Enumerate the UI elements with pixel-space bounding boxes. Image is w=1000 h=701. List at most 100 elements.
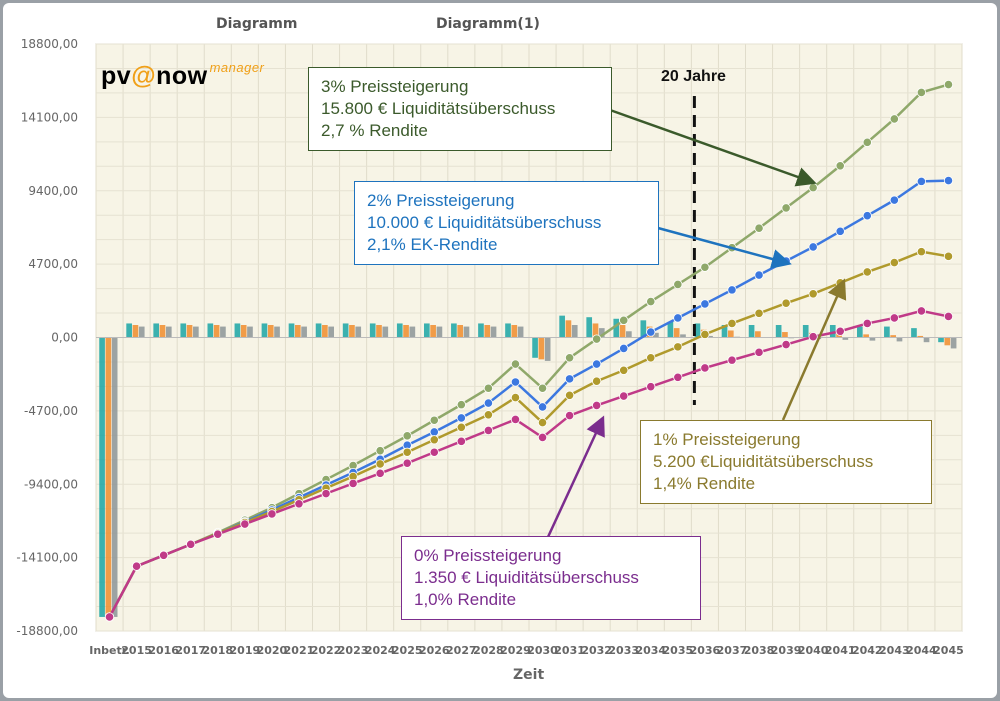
bar <box>99 337 105 617</box>
bar <box>159 325 166 338</box>
bar <box>680 334 686 338</box>
data-point <box>835 326 845 336</box>
data-point <box>213 529 223 539</box>
x-tick-label: 2036 <box>690 644 721 657</box>
data-point <box>429 415 439 425</box>
bar <box>923 337 930 343</box>
x-tick-label: 2023 <box>338 644 369 657</box>
data-point <box>673 372 683 382</box>
annotation-line: 15.800 € Liquiditätsüberschuss <box>321 99 556 118</box>
data-point <box>781 298 791 308</box>
data-point <box>808 289 818 299</box>
x-tick-label: 2015 <box>121 644 152 657</box>
data-point <box>456 400 466 410</box>
y-tick-label: 14100,00 <box>21 110 78 124</box>
annotation-line: 0% Preissteigerung <box>414 546 562 565</box>
data-point <box>916 306 927 316</box>
bar <box>802 325 809 338</box>
bar <box>369 323 376 338</box>
data-point <box>592 359 602 369</box>
tab-diagramm-1[interactable]: Diagramm(1) <box>436 16 540 32</box>
data-point <box>240 519 250 529</box>
annotation-3-percent: 3% Preissteigerung 15.800 € Liquiditätsü… <box>308 67 612 151</box>
bar <box>376 325 382 338</box>
data-point <box>673 279 683 290</box>
bar <box>403 325 409 338</box>
bar <box>505 323 511 338</box>
bar <box>917 335 924 338</box>
data-point <box>673 313 683 323</box>
bar <box>565 320 572 338</box>
bar <box>538 337 545 360</box>
bar <box>856 326 863 338</box>
data-point <box>916 87 927 97</box>
bar <box>267 325 274 338</box>
series-line <box>108 250 949 618</box>
annotation-line: 2,7 % Rendite <box>321 121 428 140</box>
data-point <box>483 425 494 435</box>
x-tick-label: 2041 <box>825 644 856 657</box>
data-point <box>646 382 656 392</box>
bar <box>396 323 403 338</box>
data-point <box>889 114 899 124</box>
bar <box>890 335 897 338</box>
data-point <box>564 390 575 400</box>
x-tick-label: 2038 <box>744 644 775 657</box>
bar <box>626 331 632 338</box>
bar <box>748 325 755 338</box>
bar <box>294 325 301 338</box>
data-point <box>646 327 656 337</box>
pvnow-logo: pv@now manager <box>101 60 265 90</box>
y-tick-label: -18800,00 <box>16 624 78 638</box>
bar <box>463 326 470 338</box>
data-point <box>267 509 277 519</box>
data-point <box>456 436 466 446</box>
x-tick-label: 2045 <box>933 644 964 657</box>
data-point <box>754 270 764 280</box>
bar <box>598 328 605 338</box>
tab-diagramm[interactable]: Diagramm <box>216 16 298 32</box>
bar <box>301 326 307 338</box>
annotation-line: 3% Preissteigerung <box>321 77 469 96</box>
data-point <box>781 203 791 213</box>
bar <box>165 326 172 338</box>
y-tick-label: 18800,00 <box>21 37 78 51</box>
data-point <box>186 539 196 549</box>
data-point <box>754 308 764 318</box>
data-point <box>700 299 710 309</box>
bar <box>193 326 199 338</box>
data-point <box>483 410 494 420</box>
data-point <box>375 468 385 478</box>
data-point <box>700 329 710 339</box>
bar <box>755 331 761 338</box>
data-point <box>619 315 629 325</box>
bar <box>111 337 118 617</box>
data-point <box>619 365 629 375</box>
data-point <box>673 342 683 352</box>
data-point <box>835 161 845 171</box>
bar <box>694 323 701 338</box>
data-point <box>510 377 521 387</box>
data-point <box>564 353 575 363</box>
x-tick-label: 2032 <box>581 644 612 657</box>
bar <box>869 337 876 341</box>
data-point <box>537 402 548 412</box>
bar <box>532 337 538 358</box>
y-tick-label: 0,00 <box>51 331 78 345</box>
x-tick-label: 2035 <box>663 644 694 657</box>
data-point <box>402 458 412 468</box>
bar <box>430 325 436 338</box>
data-point <box>510 414 521 425</box>
data-point <box>700 363 710 373</box>
bar <box>126 323 132 338</box>
bar <box>592 323 599 338</box>
data-point <box>429 447 439 457</box>
data-point <box>943 251 954 261</box>
data-point <box>889 257 899 268</box>
annotation-arrow <box>609 108 817 187</box>
bar <box>490 326 497 338</box>
annotation-line: 1,4% Rendite <box>653 474 756 493</box>
x-tick-label: 2034 <box>635 644 666 657</box>
bar <box>207 323 214 338</box>
data-point <box>348 478 358 489</box>
